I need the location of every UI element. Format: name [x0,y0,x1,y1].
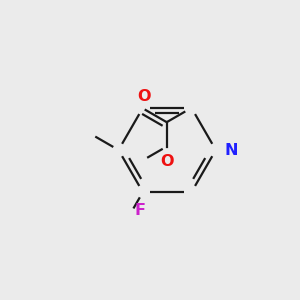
Text: O: O [137,89,151,104]
Text: F: F [134,203,145,218]
Text: O: O [160,154,173,169]
Text: N: N [224,142,238,158]
